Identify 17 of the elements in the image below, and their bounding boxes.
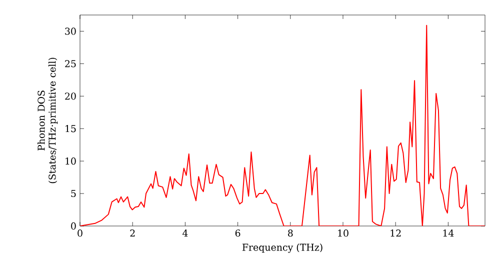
y-tick-label: 5	[71, 190, 76, 198]
x-tick-label: 0	[78, 230, 82, 237]
y-axis-title: Phonon DOS (States/THz·primitive cell)	[37, 58, 58, 184]
x-tick-label: 2	[130, 230, 135, 237]
x-tick-label: 6	[235, 230, 240, 237]
y-tick-label: 0	[71, 222, 76, 230]
x-tick-label: 4	[182, 230, 188, 237]
x-tick-label: 10	[338, 230, 348, 237]
x-axis-title: Frequency (THz)	[242, 244, 322, 253]
x-tick-label: 12	[390, 230, 401, 237]
y-tick-label: 20	[65, 92, 76, 100]
y-tick-label: 25	[65, 60, 76, 68]
x-tick-label: 14	[443, 230, 454, 237]
x-tick-label: 8	[288, 230, 293, 237]
y-tick-label: 10	[66, 157, 76, 165]
y-tick-label: 15	[66, 125, 76, 132]
y-tick-label: 30	[65, 28, 76, 35]
